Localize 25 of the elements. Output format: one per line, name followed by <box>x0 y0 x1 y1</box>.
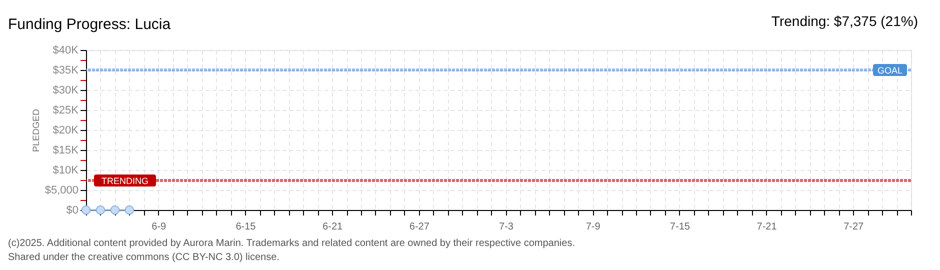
y-tick-label: $25K <box>52 104 80 116</box>
y-axis-title: PLEDGED <box>30 108 41 152</box>
y-tick-label: $0 <box>66 204 78 216</box>
chart-title: Funding Progress: Lucia <box>8 16 172 33</box>
y-tick-label: $35K <box>52 64 80 76</box>
x-tick-label: 6-15 <box>236 222 256 232</box>
ref-line-label: TRENDING <box>102 176 148 186</box>
text: Shared under the creative commons (CC BY-NC 3.0) license. <box>8 252 280 263</box>
x-tick-label: 6-27 <box>409 222 430 232</box>
x-tick-label: 7-9 <box>586 222 601 232</box>
x-tick-label: 6-9 <box>152 222 167 232</box>
text: Trending: $7,375 (21%) <box>771 13 918 29</box>
y-tick-label: $20K <box>52 124 80 136</box>
x-tick-label: 7-21 <box>756 222 778 232</box>
y-tick-label: $10K <box>52 164 80 176</box>
x-tick-label: 7-3 <box>499 222 514 232</box>
ref-line-label: GOAL <box>877 66 903 76</box>
y-tick-label: $5,000 <box>44 184 78 196</box>
y-tick-label: $40K <box>52 44 80 56</box>
y-tick-label: $15K <box>52 144 80 156</box>
text: (c)2025. Additional content provided by Aurora Marin. Trademarks and related content are owned by their respective companies. <box>8 238 575 249</box>
y-tick-label: $30K <box>52 84 80 96</box>
x-tick-label: 7-27 <box>844 222 864 232</box>
x-tick-label: 7-15 <box>670 222 690 232</box>
x-tick-label: 6-21 <box>322 222 343 232</box>
